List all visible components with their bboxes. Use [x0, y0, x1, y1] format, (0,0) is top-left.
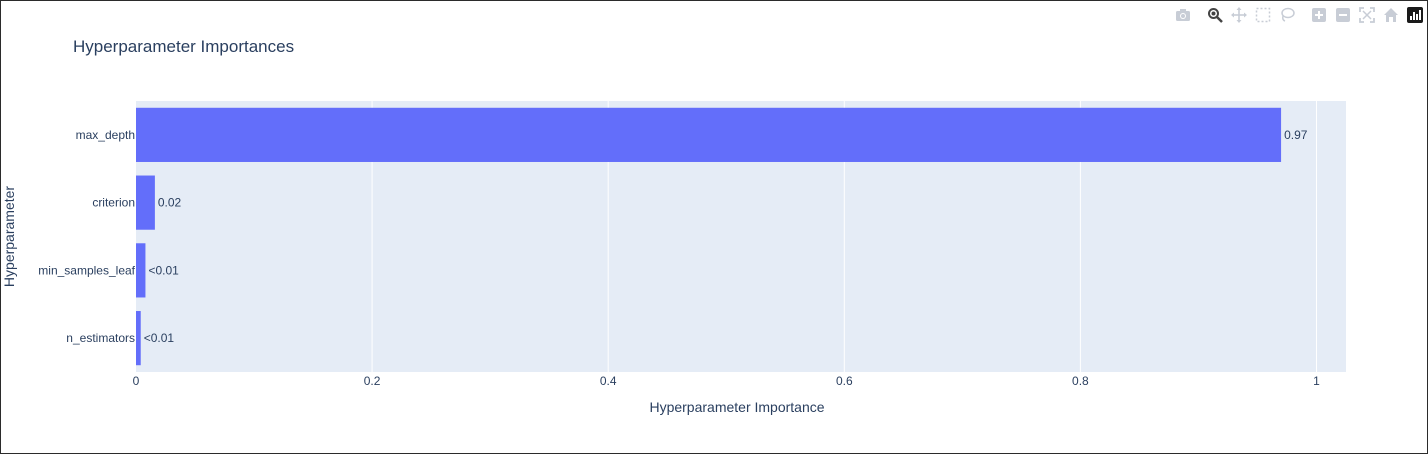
y-tick-label: max_depth — [76, 128, 135, 142]
box-select-icon[interactable] — [1251, 5, 1275, 25]
y-tick-label: n_estimators — [66, 331, 135, 345]
pan-icon[interactable] — [1227, 5, 1251, 25]
x-axis-ticks: 0 0.2 0.4 0.6 0.8 1 — [133, 374, 1320, 388]
x-tick-label: 1 — [1313, 374, 1320, 388]
y-tick-label: criterion — [92, 196, 135, 210]
camera-icon[interactable] — [1171, 5, 1195, 25]
lasso-select-icon[interactable] — [1275, 5, 1299, 25]
autoscale-icon[interactable] — [1355, 5, 1379, 25]
bar[interactable] — [136, 311, 141, 366]
x-axis-title: Hyperparameter Importance — [649, 399, 824, 415]
x-tick-label: 0 — [133, 374, 140, 388]
bars: 0.97 0.02 <0.01 <0.01 — [136, 107, 1308, 366]
y-axis-title: Hyperparameter — [1, 186, 17, 287]
y-tick-label: min_samples_leaf — [38, 263, 135, 277]
x-tick-label: 0.4 — [600, 374, 617, 388]
bar-value-label: <0.01 — [144, 331, 175, 345]
x-tick-label: 0.8 — [1072, 374, 1089, 388]
reset-axes-icon[interactable] — [1379, 5, 1403, 25]
bar-value-label: 0.02 — [158, 196, 182, 210]
zoom-in-icon[interactable] — [1307, 5, 1331, 25]
chart-title: Hyperparameter Importances — [73, 37, 295, 56]
bar-value-label: 0.97 — [1284, 128, 1308, 142]
bar[interactable] — [136, 243, 146, 298]
bar-value-label: <0.01 — [148, 263, 179, 277]
zoom-icon[interactable] — [1203, 5, 1227, 25]
x-tick-label: 0.6 — [836, 374, 853, 388]
bar[interactable] — [136, 107, 1282, 162]
bar[interactable] — [136, 175, 155, 230]
plotly-logo-icon[interactable] — [1407, 7, 1423, 23]
x-tick-label: 0.2 — [364, 374, 381, 388]
zoom-out-icon[interactable] — [1331, 5, 1355, 25]
y-axis-ticks: max_depth criterion min_samples_leaf n_esti… — [38, 128, 135, 345]
modebar — [1171, 5, 1423, 25]
